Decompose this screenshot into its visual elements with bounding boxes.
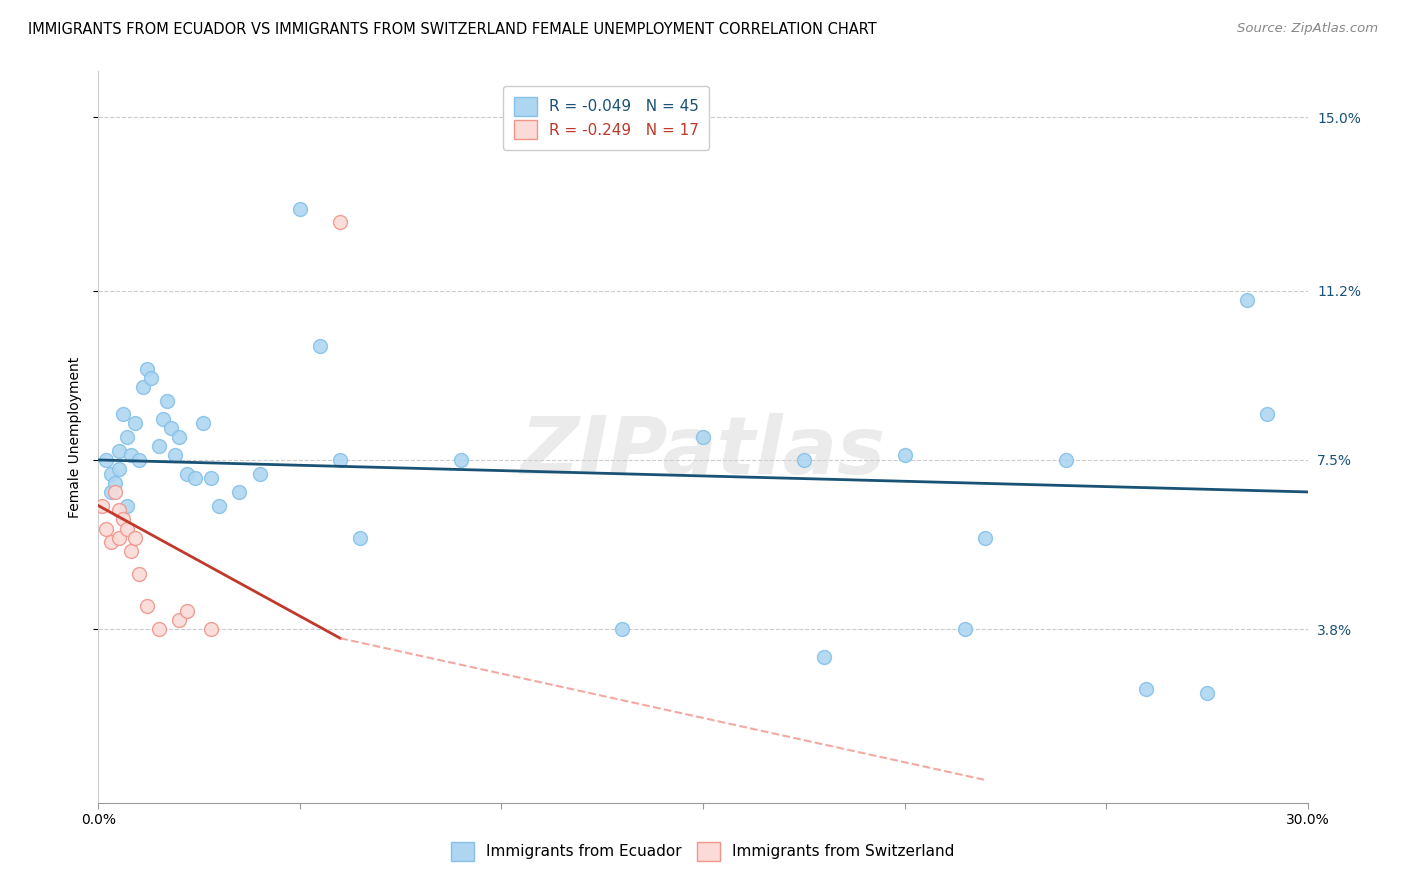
Point: [793, 453, 815, 467]
Point: [128, 453, 150, 467]
Point: [1195, 686, 1218, 700]
Point: [692, 430, 714, 444]
Point: [107, 531, 129, 545]
Point: [176, 604, 198, 618]
Point: [100, 467, 122, 481]
Point: [163, 449, 186, 463]
Point: [107, 443, 129, 458]
Point: [953, 622, 976, 636]
Point: [612, 622, 634, 636]
Point: [1135, 681, 1157, 696]
Point: [107, 462, 129, 476]
Point: [100, 535, 122, 549]
Point: [135, 599, 157, 614]
Point: [120, 544, 142, 558]
Point: [160, 421, 183, 435]
Point: [132, 380, 155, 394]
Point: [128, 567, 150, 582]
Point: [288, 202, 311, 216]
Point: [208, 499, 231, 513]
Point: [249, 467, 271, 481]
Point: [91, 499, 114, 513]
Point: [148, 622, 170, 636]
Text: ZIPatlas: ZIPatlas: [520, 413, 886, 491]
Point: [167, 430, 190, 444]
Point: [309, 338, 332, 352]
Point: [139, 370, 162, 384]
Point: [329, 215, 352, 229]
Point: [111, 512, 134, 526]
Point: [193, 417, 215, 431]
Point: [167, 613, 190, 627]
Point: [893, 449, 915, 463]
Point: [349, 531, 371, 545]
Point: [96, 453, 118, 467]
Point: [974, 531, 997, 545]
Text: IMMIGRANTS FROM ECUADOR VS IMMIGRANTS FROM SWITZERLAND FEMALE UNEMPLOYMENT CORRE: IMMIGRANTS FROM ECUADOR VS IMMIGRANTS FR…: [28, 22, 877, 37]
Point: [1054, 453, 1077, 467]
Y-axis label: Female Unemployment: Female Unemployment: [69, 357, 83, 517]
Point: [156, 393, 179, 408]
Point: [813, 649, 835, 664]
Text: Source: ZipAtlas.com: Source: ZipAtlas.com: [1237, 22, 1378, 36]
Point: [148, 439, 170, 453]
Point: [1256, 407, 1278, 421]
Point: [103, 485, 125, 500]
Point: [135, 361, 157, 376]
Point: [450, 453, 472, 467]
Legend: Immigrants from Ecuador, Immigrants from Switzerland: Immigrants from Ecuador, Immigrants from…: [443, 834, 963, 868]
Point: [152, 412, 174, 426]
Point: [1236, 293, 1258, 307]
Point: [329, 453, 352, 467]
Point: [124, 531, 146, 545]
Point: [115, 430, 138, 444]
Point: [107, 503, 129, 517]
Point: [103, 475, 125, 490]
Point: [111, 407, 134, 421]
Point: [124, 417, 146, 431]
Point: [96, 521, 118, 535]
Point: [115, 521, 138, 535]
Point: [120, 449, 142, 463]
Point: [100, 485, 122, 500]
Point: [184, 471, 207, 485]
Point: [115, 499, 138, 513]
Point: [176, 467, 198, 481]
Point: [228, 485, 250, 500]
Point: [200, 471, 222, 485]
Point: [200, 622, 222, 636]
